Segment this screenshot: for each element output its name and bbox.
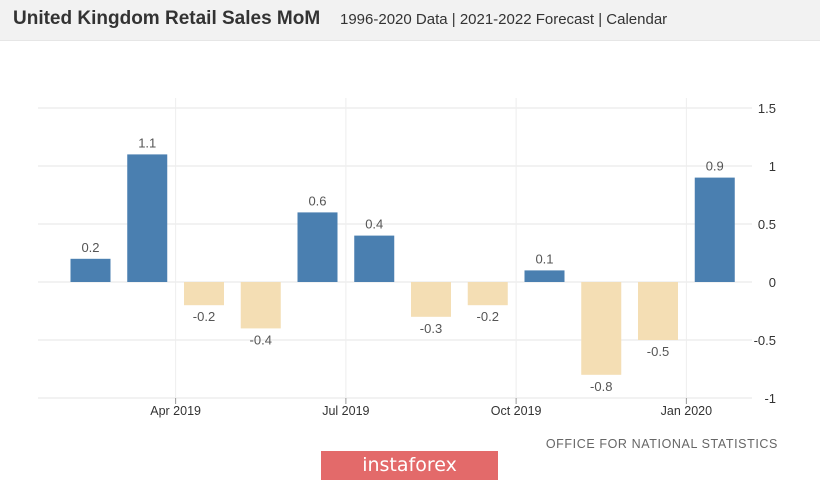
bar[interactable]: [297, 212, 338, 282]
chart-subtitle-links[interactable]: 1996-2020 Data | 2021-2022 Forecast | Ca…: [340, 11, 668, 28]
data-label: 1.1: [138, 135, 156, 150]
y-tick-label: -1: [764, 391, 776, 406]
data-label: 0.4: [365, 217, 383, 232]
y-tick-label: 0: [769, 275, 776, 290]
x-tick-label: Jan 2020: [661, 404, 712, 418]
bar-chart: 0.2 1.1 -0.2 -0.4 0.6 0.4 -0.3 -0.2 0.1 -0.8 -0.5 0…: [38, 98, 776, 418]
bar[interactable]: [694, 177, 735, 282]
data-label: 0.6: [308, 193, 326, 208]
bar[interactable]: [240, 282, 281, 329]
bar[interactable]: [467, 282, 508, 306]
x-tick-label: Jul 2019: [322, 404, 369, 418]
data-label: 0.9: [706, 159, 724, 174]
data-label: -0.4: [250, 332, 272, 347]
bar[interactable]: [184, 282, 224, 306]
y-tick-label: 0.5: [758, 217, 776, 232]
data-label: -0.2: [193, 309, 215, 324]
data-label: -0.2: [477, 309, 499, 324]
bar[interactable]: [127, 154, 168, 282]
x-tick-label: Oct 2019: [491, 404, 542, 418]
x-tick-label: Apr 2019: [150, 404, 201, 418]
bar[interactable]: [70, 258, 111, 282]
bar[interactable]: [411, 282, 451, 317]
data-label: -0.8: [590, 379, 612, 394]
y-tick-label: -0.5: [754, 333, 776, 348]
bar[interactable]: [581, 282, 622, 375]
bars: [70, 154, 735, 375]
chart-title: United Kingdom Retail Sales MoM: [13, 8, 321, 29]
data-label: 0.1: [535, 251, 553, 266]
bar[interactable]: [524, 270, 565, 282]
chart-header: United Kingdom Retail Sales MoM 1996-202…: [0, 0, 820, 41]
y-tick-label: 1: [769, 159, 776, 174]
bar[interactable]: [638, 282, 678, 340]
source-label: OFFICE FOR NATIONAL STATISTICS: [545, 437, 778, 451]
data-label: -0.3: [420, 321, 442, 336]
axis-tick-labels: 1.5 1 0.5 0 -0.5 -1 Apr 2019 Jul 2019 Oct 2019 Ja…: [150, 101, 776, 418]
watermark-logo: instaforex: [321, 451, 498, 480]
data-label: -0.5: [647, 344, 669, 359]
data-labels: 0.2 1.1 -0.2 -0.4 0.6 0.4 -0.3 -0.2 0.1 -0.8 -0.5 0…: [81, 135, 723, 393]
data-label: 0.2: [81, 240, 99, 255]
y-tick-label: 1.5: [758, 101, 776, 116]
bar[interactable]: [354, 235, 395, 282]
